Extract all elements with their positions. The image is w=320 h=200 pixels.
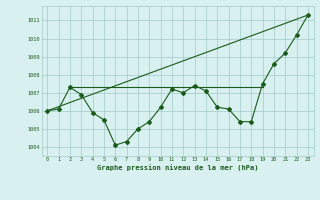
X-axis label: Graphe pression niveau de la mer (hPa): Graphe pression niveau de la mer (hPa) bbox=[97, 164, 258, 171]
